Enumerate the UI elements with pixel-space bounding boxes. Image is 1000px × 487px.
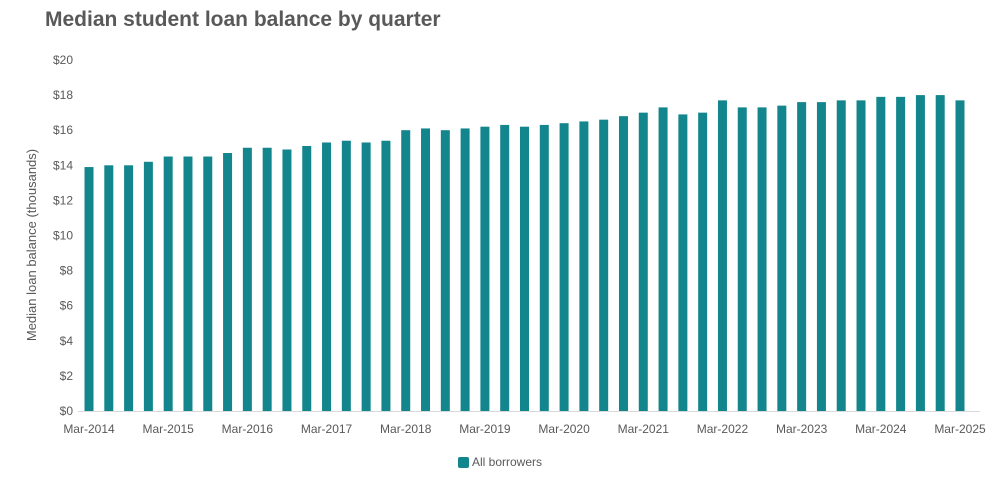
- bar: [322, 142, 332, 412]
- bar: [124, 165, 134, 411]
- bar: [381, 140, 391, 412]
- bar: [559, 123, 569, 412]
- bar: [717, 100, 727, 412]
- y-axis-title: Median loan balance (thousands): [24, 149, 39, 341]
- x-tick-label: Mar-2015: [143, 422, 195, 436]
- bar: [618, 116, 628, 411]
- bar: [500, 124, 510, 411]
- bar: [282, 149, 292, 411]
- bar: [104, 165, 114, 411]
- y-tick-label: $6: [60, 299, 74, 313]
- bar: [302, 145, 312, 411]
- x-tick-label: Mar-2023: [776, 422, 828, 436]
- bar: [143, 161, 153, 411]
- bar: [816, 102, 826, 412]
- y-tick-label: $20: [53, 53, 73, 67]
- bar-series: [84, 95, 965, 412]
- bar: [341, 140, 351, 412]
- bar: [698, 112, 708, 412]
- x-tick-label: Mar-2020: [538, 422, 590, 436]
- bar: [638, 112, 648, 412]
- legend: All borrowers: [0, 455, 1000, 469]
- bar: [955, 100, 965, 412]
- y-tick-label: $10: [53, 229, 73, 243]
- y-tick-label: $4: [60, 334, 74, 348]
- y-axis-ticks: $0 $2 $4 $6 $8 $10 $12 $14 $16 $18 $20: [53, 53, 73, 418]
- bar: [421, 128, 431, 411]
- bar: [777, 105, 787, 411]
- x-axis-ticks: Mar-2014 Mar-2015 Mar-2016 Mar-2017 Mar-2018…: [63, 422, 986, 436]
- bar: [579, 121, 589, 412]
- bar: [896, 96, 906, 411]
- bar: [242, 147, 252, 411]
- bar: [203, 156, 213, 411]
- bar: [163, 156, 173, 411]
- x-tick-label: Mar-2017: [301, 422, 353, 436]
- bar: [876, 96, 886, 411]
- bar: [915, 95, 925, 411]
- x-tick-label: Mar-2018: [380, 422, 432, 436]
- legend-swatch: [457, 456, 469, 468]
- bar: [797, 102, 807, 412]
- bar: [401, 130, 411, 411]
- bar: [440, 130, 450, 411]
- bar: [223, 153, 233, 411]
- y-tick-label: $8: [60, 264, 74, 278]
- bar: [480, 126, 490, 411]
- y-tick-label: $2: [60, 369, 74, 383]
- x-tick-label: Mar-2014: [63, 422, 115, 436]
- bar: [539, 124, 549, 411]
- bar: [84, 167, 94, 411]
- bar: [678, 114, 688, 411]
- x-tick-label: Mar-2016: [222, 422, 274, 436]
- x-tick-label: Mar-2025: [934, 422, 986, 436]
- bar: [856, 100, 866, 412]
- bar: [935, 95, 945, 411]
- x-tick-label: Mar-2024: [855, 422, 907, 436]
- bar: [737, 107, 747, 411]
- x-tick-label: Mar-2019: [459, 422, 511, 436]
- bar: [520, 126, 529, 411]
- bar: [262, 147, 272, 411]
- chart-title: Median student loan balance by quarter: [45, 8, 441, 31]
- y-tick-label: $0: [60, 404, 74, 418]
- legend-label: All borrowers: [471, 455, 543, 469]
- y-tick-label: $14: [53, 158, 73, 172]
- y-tick-label: $16: [53, 123, 73, 137]
- y-tick-label: $12: [53, 193, 73, 207]
- bar: [460, 128, 470, 411]
- bar: [836, 100, 846, 412]
- y-tick-label: $18: [53, 88, 73, 102]
- x-tick-label: Mar-2022: [697, 422, 749, 436]
- bar: [658, 107, 668, 411]
- x-tick-label: Mar-2021: [618, 422, 670, 436]
- bar: [599, 119, 609, 412]
- bar: [183, 156, 193, 411]
- bar: [757, 107, 767, 411]
- bar: [361, 142, 371, 412]
